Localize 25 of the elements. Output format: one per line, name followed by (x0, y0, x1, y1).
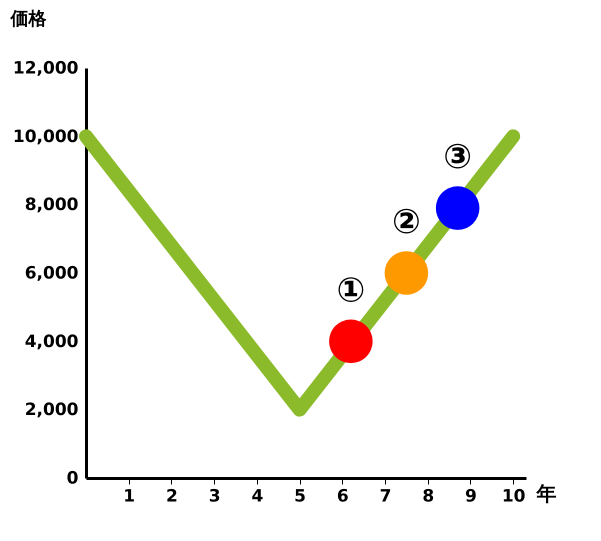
x-axis-title: 年 (536, 482, 556, 506)
point (436, 186, 480, 230)
annotation: ③ (443, 137, 472, 178)
x-tick-label: 4 (251, 486, 264, 506)
x-tick-label: 2 (166, 486, 178, 506)
y-tick-label: 2,000 (24, 400, 79, 420)
x-tick-label: 6 (336, 486, 349, 506)
y-tick-label: 8,000 (24, 195, 79, 216)
x-tick-label: 9 (465, 486, 477, 506)
x-tick-label: 5 (294, 486, 306, 506)
y-tick-label: 4,000 (24, 332, 79, 352)
x-tick-label: 3 (208, 486, 221, 506)
y-tick-label: 0 (66, 468, 79, 488)
point (329, 320, 373, 364)
x-tick-label: 1 (123, 486, 136, 506)
y-tick-label: 12,000 (12, 58, 79, 78)
x-tick-label: 10 (502, 486, 526, 506)
y-tick-label: 10,000 (12, 126, 79, 147)
y-axis-title: 価格 (10, 8, 48, 30)
point (384, 251, 428, 295)
x-tick-label: 7 (380, 486, 392, 506)
annotation: ① (336, 270, 366, 310)
annotation: ② (392, 202, 421, 242)
y-tick-label: 6,000 (24, 264, 79, 284)
x-tick-label: 8 (422, 486, 434, 506)
